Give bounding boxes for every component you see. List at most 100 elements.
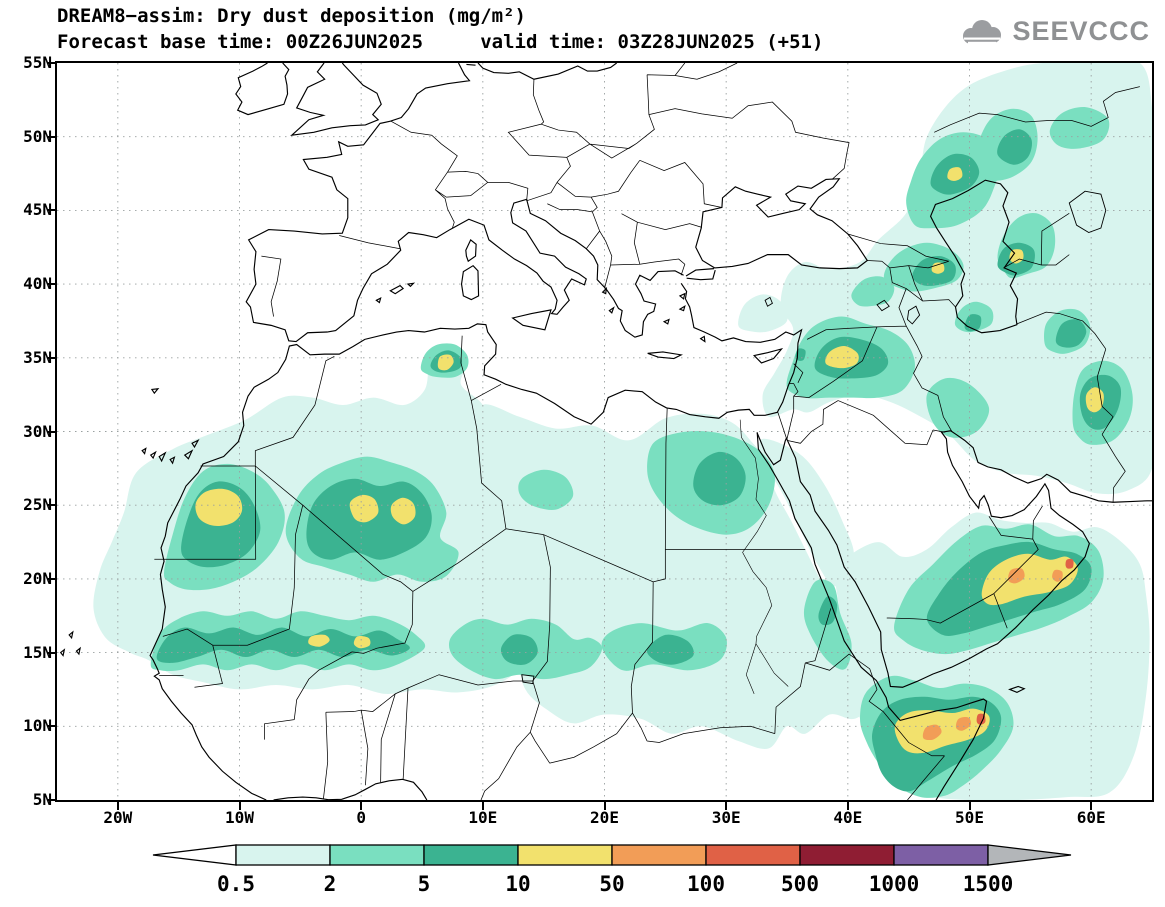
dust-region-kazakh-core [997, 129, 1032, 165]
colorbar-label-100: 100 [687, 872, 725, 896]
colorbar-label-1500: 1500 [962, 872, 1014, 896]
x-tick [481, 802, 484, 810]
y-tick [47, 430, 55, 433]
dust-region-turkmen-yellow-fleck [1009, 249, 1024, 264]
title-line-1: DREAM8−assim: Dry dust deposition (mg/m²… [57, 5, 526, 27]
dust-region-east-iran-yellow [1085, 387, 1104, 413]
colorbar-label-0.5: 0.5 [217, 872, 255, 896]
dust-region-sahel-yellow-1 [308, 634, 330, 647]
coastline-baltic [466, 63, 616, 79]
colorbar-label-2: 2 [323, 872, 337, 896]
colorbar-canvas [152, 844, 1072, 866]
colorbar-cell-100 [705, 844, 801, 866]
y-tick [47, 504, 55, 507]
geo-layer [61, 63, 1152, 800]
colorbar [152, 842, 1072, 873]
dust-region-somalia-orange-1 [922, 724, 942, 741]
dust-region-algeria-yellow-west [349, 494, 379, 523]
x-tick [846, 802, 849, 810]
x-tick-label: 10E [468, 808, 498, 827]
dust-region-syria-iraq-yellow [825, 345, 859, 369]
logo-text: SEEVCCC [1012, 16, 1150, 46]
colorbar-cell-5 [423, 844, 519, 866]
y-tick [47, 135, 55, 138]
coastline-ireland [236, 63, 289, 115]
y-tick [47, 62, 55, 64]
y-tick-label: 45N [23, 200, 52, 220]
colorbar-label-5: 5 [417, 872, 431, 896]
dust-region-sahel-yellow-2 [353, 635, 371, 649]
seevccc-logo: SEEVCCC [959, 16, 1150, 47]
colorbar-cell-50 [611, 844, 707, 866]
dust-region-egypt-core [693, 451, 746, 506]
x-tick-label: 10W [225, 808, 254, 827]
y-tick-label: 20N [23, 568, 52, 588]
y-tick [47, 356, 55, 359]
x-tick [968, 802, 971, 810]
coastline-red-sea-africa [757, 432, 986, 800]
y-tick-label: 5N [32, 790, 52, 809]
colorbar-cell-2 [329, 844, 425, 866]
colorbar-arrow-low [152, 844, 237, 866]
y-tick-label: 30N [23, 421, 52, 441]
coastline-uk [292, 63, 381, 135]
cloud-icon [963, 19, 1002, 44]
y-tick [47, 651, 55, 654]
borders-africa [154, 336, 944, 800]
colorbar-label-1000: 1000 [868, 872, 920, 896]
x-tick [603, 802, 606, 810]
x-tick-label: 20E [590, 808, 619, 827]
y-tick-label: 35N [23, 347, 52, 367]
colorbar-arrow-high [987, 844, 1072, 866]
dust-region-ne-iran-core [1055, 319, 1087, 348]
coastline-arabia [757, 431, 1152, 687]
lakes [522, 191, 1106, 683]
dust-region-w-sahara-yellow [195, 488, 243, 527]
x-tick [360, 802, 363, 810]
dust-layer [93, 63, 1152, 800]
y-tick [47, 725, 55, 728]
y-tick [47, 577, 55, 580]
x-tick [1090, 802, 1093, 810]
y-tick-label: 10N [23, 716, 52, 736]
x-tick-label: 20W [103, 808, 133, 827]
dust-region-arabia-yellow [981, 553, 1078, 606]
y-tick [47, 283, 55, 286]
x-tick [116, 802, 119, 810]
dust-region-red-sea-core [818, 596, 838, 626]
coastline-gulf-of-guinea [274, 779, 427, 800]
title-line-2: Forecast base time: 00Z26JUN2025 valid t… [57, 31, 824, 53]
colorbar-cell-10 [517, 844, 613, 866]
x-tick-label: 0 [356, 808, 366, 827]
dust-region-arabia-orange-1 [1008, 568, 1025, 584]
colorbar-cell-0.5 [235, 844, 331, 866]
coastline-caspian-sea [931, 180, 1018, 333]
dust-region-anatolia-patch [738, 294, 788, 333]
dust-region-somalia-orange-2 [955, 717, 972, 731]
colorbar-cell-500 [799, 844, 895, 866]
coastline-africa-levant [150, 283, 802, 800]
dust-region-nw-arabia-bridge [759, 438, 854, 587]
colorbar-label-10: 10 [505, 872, 531, 896]
coastline-marmara [686, 269, 715, 280]
y-tick-label: 55N [23, 53, 52, 72]
x-tick [725, 802, 728, 810]
dust-region-sw-iran [926, 377, 990, 438]
coastline-black-sea [696, 179, 868, 269]
borders-middle-east [778, 213, 1125, 628]
dust-region-oman-red-dot [1065, 558, 1074, 569]
colorbar-label-50: 50 [599, 872, 625, 896]
y-tick-label: 40N [23, 274, 52, 294]
dust-region-sudan-core [646, 634, 694, 665]
dust-region-central-libya [518, 469, 574, 510]
x-tick-label: 30E [711, 808, 741, 827]
y-tick-label: 25N [23, 495, 52, 515]
dust-region-kazakh-ne [1049, 107, 1110, 149]
dust-region-caspian-yellow-fleck [947, 167, 963, 181]
colorbar-label-500: 500 [781, 872, 819, 896]
map-frame [55, 61, 1154, 802]
grid-layer [57, 63, 1152, 800]
islands [61, 240, 1025, 693]
x-tick-label: 60E [1076, 808, 1106, 827]
